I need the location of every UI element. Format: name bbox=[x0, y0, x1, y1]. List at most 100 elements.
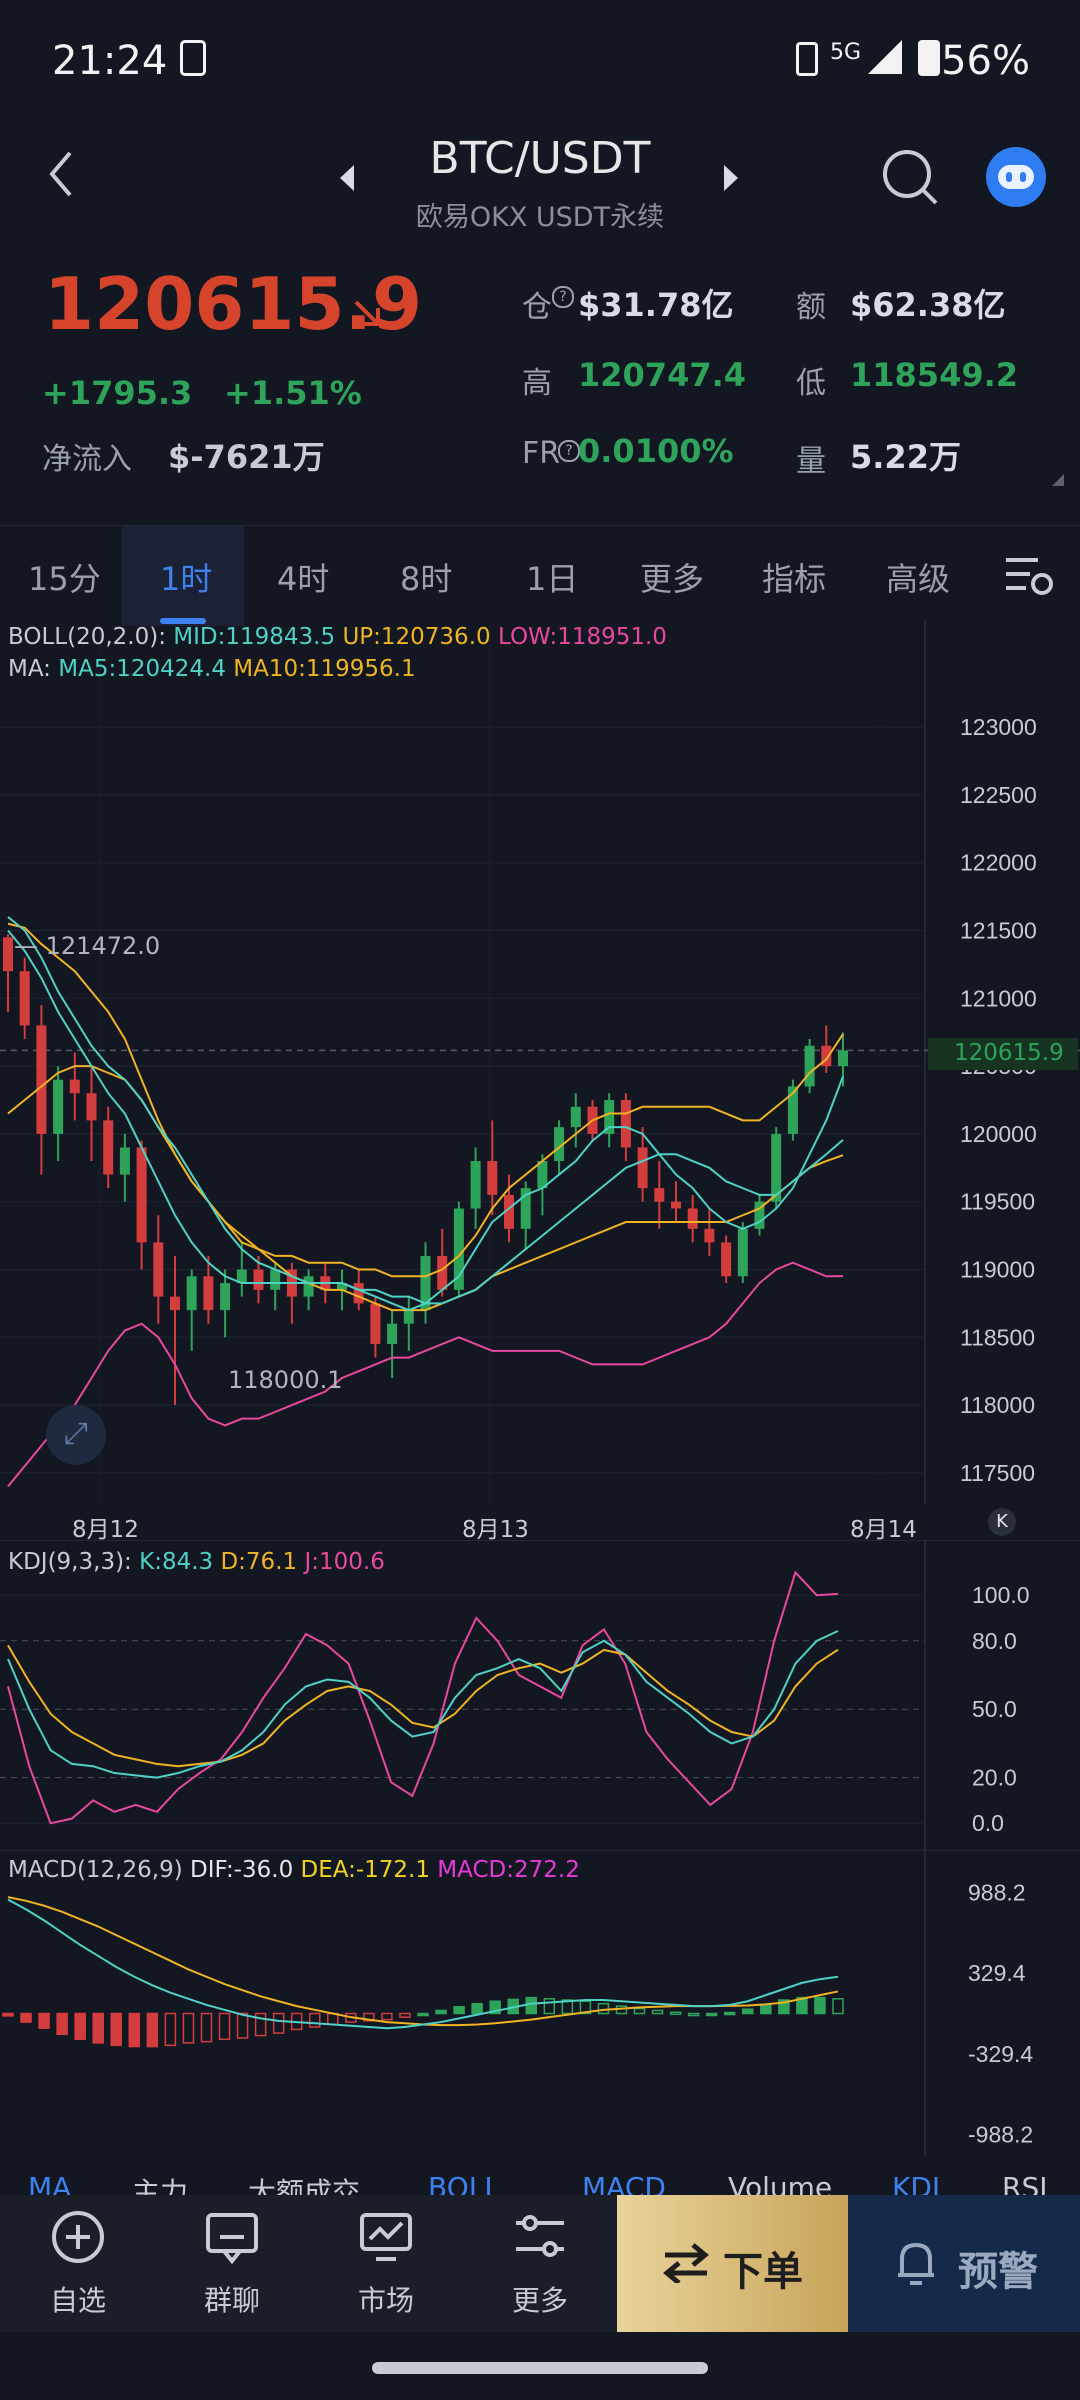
assistant-avatar-icon[interactable] bbox=[986, 147, 1046, 207]
nav-chat[interactable]: 群聊 bbox=[184, 2209, 280, 2319]
price-change-pct: +1.51% bbox=[224, 374, 362, 412]
y-tick-label: 120000 bbox=[960, 1121, 1037, 1147]
y-tick-label: 122000 bbox=[960, 850, 1037, 876]
boll-label: BOLL(20,2.0): bbox=[8, 624, 166, 650]
tab-advanced[interactable]: 高级 bbox=[886, 560, 951, 598]
macd-bar bbox=[20, 2012, 32, 2023]
candle bbox=[253, 1269, 264, 1290]
tab-1h[interactable]: 1时 bbox=[160, 560, 213, 598]
oi-label: 仓 bbox=[522, 290, 552, 325]
signal-icon bbox=[868, 40, 902, 74]
search-icon[interactable] bbox=[880, 147, 940, 207]
tab-4h[interactable]: 4时 bbox=[277, 560, 330, 598]
tab-1d[interactable]: 1日 bbox=[526, 560, 579, 598]
kdj-chart[interactable]: 100.0 80.0 50.0 20.0 0.0 bbox=[0, 1541, 1080, 1851]
indicator-kdj[interactable]: KDJ bbox=[892, 2171, 941, 2195]
candle bbox=[637, 1147, 648, 1189]
y-tick-label: 121500 bbox=[960, 918, 1037, 944]
candle bbox=[704, 1228, 715, 1243]
y-tick-label: 122500 bbox=[960, 782, 1037, 808]
macd-dea: DEA:-172.1 bbox=[300, 1857, 430, 1883]
kdj-panel[interactable]: 100.0 80.0 50.0 20.0 0.0 KDJ(9,3,3): K:84.3 … bbox=[0, 1540, 1080, 1851]
indicator-ma[interactable]: MA bbox=[28, 2171, 72, 2195]
next-pair-icon[interactable] bbox=[722, 165, 738, 191]
macd-bar bbox=[814, 1996, 826, 2015]
x-tick-2: 8月13 bbox=[462, 1517, 529, 1543]
candle bbox=[220, 1283, 231, 1311]
tab-selected-indicator bbox=[160, 618, 206, 624]
tab-8h[interactable]: 8时 bbox=[400, 560, 453, 598]
macd-bar bbox=[471, 2002, 483, 2015]
tab-indicators[interactable]: 指标 bbox=[762, 560, 827, 598]
macd-panel[interactable]: 988.2 329.4 -329.4 -988.2 MACD(12,26,9) DIF… bbox=[0, 1850, 1080, 2156]
candle bbox=[721, 1242, 732, 1277]
boll-up: UP:120736.0 bbox=[342, 624, 491, 650]
indicator-macd[interactable]: MACD bbox=[582, 2171, 666, 2195]
alert-button[interactable]: 预警 bbox=[848, 2195, 1080, 2332]
indicator-volume[interactable]: Volume bbox=[728, 2171, 833, 2195]
indicator-boll[interactable]: BOLL bbox=[428, 2171, 500, 2195]
candlestick-chart[interactable]: 1230001225001220001215001210001205001200… bbox=[0, 620, 1080, 1505]
tab-15m[interactable]: 15分 bbox=[28, 560, 101, 598]
indicator-rsi[interactable]: RSI bbox=[1002, 2171, 1048, 2195]
candle bbox=[453, 1208, 464, 1290]
macd-bar bbox=[128, 2012, 141, 2048]
prev-pair-icon[interactable] bbox=[340, 165, 356, 191]
scroll-latest-icon[interactable]: K bbox=[988, 1508, 1016, 1536]
status-bar: 21:24 5G 56% bbox=[0, 0, 1080, 125]
turnover-value: $62.38亿 bbox=[850, 286, 1006, 324]
macd-bar bbox=[363, 2012, 375, 2022]
high-label: 高 bbox=[522, 366, 552, 401]
help-icon[interactable]: ? bbox=[552, 286, 574, 308]
y-tick-label: 100.0 bbox=[972, 1582, 1030, 1608]
kdj-k: K:84.3 bbox=[139, 1549, 214, 1575]
back-icon[interactable] bbox=[46, 149, 76, 199]
candle bbox=[170, 1296, 180, 1311]
macd-dif-line bbox=[7, 1898, 839, 2030]
candle bbox=[570, 1106, 581, 1128]
order-button[interactable]: 下单 bbox=[617, 2195, 848, 2332]
pair-subtitle: 欧易OKX USDT永续 bbox=[415, 202, 665, 233]
candle bbox=[470, 1161, 481, 1209]
nav-chat-label: 群聊 bbox=[204, 2284, 261, 2317]
indicator-large-orders[interactable]: 大额成交 bbox=[248, 2176, 361, 2195]
macd-bar bbox=[417, 2012, 429, 2017]
candle bbox=[19, 971, 30, 1026]
fullscreen-icon[interactable]: ⤢ bbox=[46, 1405, 106, 1465]
pair-title[interactable]: BTC/USDT bbox=[429, 133, 651, 184]
macd-bar bbox=[705, 2012, 718, 2017]
help-icon[interactable]: ? bbox=[558, 440, 580, 462]
boll-up-line bbox=[7, 922, 844, 1278]
candle bbox=[838, 1050, 848, 1067]
nav-watchlist[interactable]: 自选 bbox=[30, 2209, 126, 2319]
y-tick-label: 119500 bbox=[960, 1189, 1035, 1215]
candle bbox=[554, 1127, 565, 1162]
market-icon bbox=[360, 2213, 412, 2261]
plus-circle-icon bbox=[52, 2211, 104, 2263]
ma5-value: MA5:120424.4 bbox=[58, 656, 226, 682]
candle bbox=[270, 1269, 281, 1290]
macd-bar bbox=[579, 2000, 592, 2015]
main-chart-panel[interactable]: 1230001225001220001215001210001205001200… bbox=[0, 620, 1080, 1543]
last-price-tag bbox=[928, 1038, 1078, 1070]
tab-more[interactable]: 更多 bbox=[640, 560, 705, 598]
macd-bar bbox=[723, 2011, 736, 2016]
candle bbox=[604, 1100, 615, 1134]
nav-watchlist-label: 自选 bbox=[50, 2284, 107, 2317]
nav-more[interactable]: 更多 bbox=[492, 2209, 588, 2319]
macd-bar bbox=[110, 2012, 123, 2047]
nav-market[interactable]: 市场 bbox=[338, 2209, 434, 2319]
macd-chart[interactable]: 988.2 329.4 -329.4 -988.2 bbox=[0, 1851, 1080, 2156]
ma-label: MA: bbox=[8, 656, 51, 682]
indicator-main-force[interactable]: 主力 bbox=[132, 2176, 189, 2195]
y-tick-label: 117500 bbox=[960, 1460, 1035, 1486]
kdj-j-line bbox=[7, 1570, 839, 1825]
macd-label: MACD(12,26,9) bbox=[8, 1857, 183, 1883]
macd-bar bbox=[669, 2011, 682, 2016]
high-marker-label: 121472.0 bbox=[45, 932, 161, 960]
ma10-value: MA10:119956.1 bbox=[233, 656, 416, 682]
expand-corner-icon[interactable] bbox=[1052, 474, 1064, 486]
boll-mid: MID:119843.5 bbox=[173, 624, 336, 650]
y-tick-label: 329.4 bbox=[968, 1960, 1026, 1986]
chart-settings-icon[interactable] bbox=[1004, 554, 1054, 598]
